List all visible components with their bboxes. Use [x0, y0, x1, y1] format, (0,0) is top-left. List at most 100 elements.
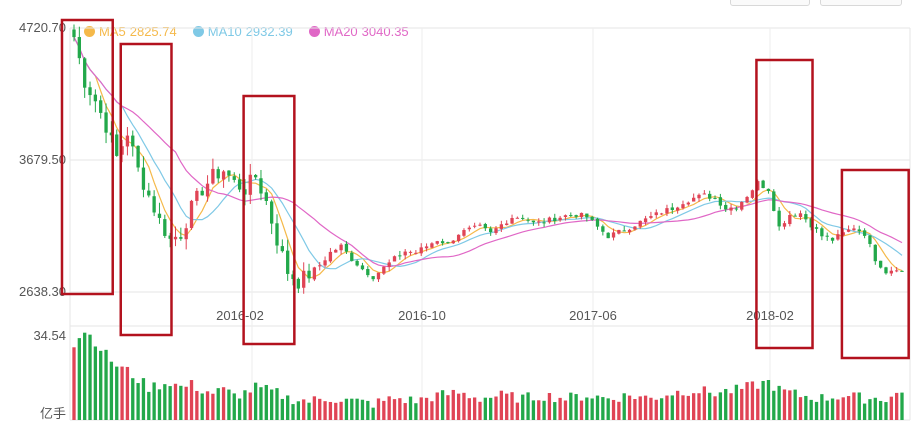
volume-bar	[793, 389, 797, 420]
candle-body	[510, 217, 514, 224]
candle-body	[841, 232, 845, 236]
candle-body	[259, 178, 263, 194]
candle-body	[873, 244, 877, 262]
candle-body	[216, 169, 220, 179]
candle-body	[563, 215, 568, 218]
candle-body	[286, 250, 290, 274]
candle-body	[109, 132, 114, 136]
volume-bar	[163, 384, 167, 420]
volume-bar	[291, 404, 295, 420]
candle-body	[467, 227, 471, 230]
volume-bar	[173, 383, 178, 420]
candle-body	[804, 214, 808, 220]
candle-body	[478, 224, 482, 226]
volume-bar	[200, 393, 204, 420]
volume-bar	[403, 403, 407, 420]
volume-bar	[670, 395, 674, 420]
candle-body	[836, 234, 840, 240]
volume-bar	[675, 390, 680, 420]
candle-body	[414, 252, 418, 254]
highlight-box	[119, 42, 173, 337]
volume-bar	[601, 397, 605, 420]
volume-bar	[734, 384, 739, 420]
candle-body	[825, 235, 829, 237]
candle-body	[569, 215, 573, 217]
candle-body	[734, 208, 739, 210]
volume-bars	[72, 332, 904, 420]
volume-bar	[745, 382, 749, 420]
candle-body	[643, 218, 648, 223]
volume-bar	[814, 401, 819, 420]
candle-body	[440, 241, 445, 244]
candle-body	[99, 100, 103, 113]
volume-bar	[141, 378, 146, 420]
candle-body	[531, 220, 536, 223]
candle-body	[547, 217, 552, 223]
volume-bar	[852, 392, 856, 420]
volume-bar	[467, 398, 471, 420]
top-toolbar-button-1[interactable]	[730, 0, 810, 6]
candle-body	[77, 37, 81, 59]
volume-bar	[168, 386, 172, 420]
volume-bar	[179, 385, 183, 420]
volume-bar	[846, 396, 851, 420]
volume-bar	[115, 366, 119, 420]
volume-bar	[574, 394, 578, 420]
candle-body	[350, 252, 354, 261]
candle-body	[371, 276, 375, 280]
top-toolbar-button-2[interactable]	[820, 0, 902, 6]
volume-bar	[248, 392, 252, 420]
volume-bar	[702, 386, 707, 420]
candle-body	[93, 94, 98, 102]
volume-bar	[579, 400, 584, 420]
candle-body	[456, 234, 461, 242]
volume-bar	[627, 395, 632, 420]
volume-bar	[253, 382, 258, 420]
candle-body	[675, 207, 680, 211]
candle-body	[334, 249, 338, 253]
candle-body	[275, 223, 279, 246]
volume-bar	[157, 389, 162, 420]
candle-body	[419, 247, 423, 254]
candle-body	[558, 217, 562, 221]
volume-bar	[537, 400, 541, 420]
volume-bar	[387, 396, 391, 420]
volume-bar	[638, 396, 642, 420]
candle-body	[740, 201, 744, 210]
candle-body	[173, 236, 178, 240]
candle-body	[489, 228, 493, 233]
volume-bar	[510, 392, 514, 420]
volume-bar	[280, 398, 284, 420]
volume-bar	[83, 332, 87, 420]
candle-body	[147, 190, 151, 196]
highlight-boxes	[60, 18, 910, 360]
volume-bar	[659, 398, 664, 420]
volume-bar	[350, 398, 354, 420]
candle-body	[189, 200, 194, 229]
volume-bar	[72, 347, 76, 420]
volume-bar	[408, 396, 413, 420]
candle-body	[408, 251, 413, 253]
candle-body	[446, 242, 450, 244]
candle-body	[462, 230, 466, 236]
candle-body	[606, 232, 610, 239]
y-axis-min-label: 2638.30	[19, 284, 66, 299]
volume-bar	[318, 398, 322, 420]
candle-body	[718, 197, 723, 206]
candle-body	[585, 213, 589, 218]
volume-bar	[360, 399, 365, 420]
volume-bar	[232, 393, 236, 420]
candle-body	[339, 244, 343, 251]
volume-bar	[590, 398, 594, 420]
volume-bar	[451, 389, 455, 420]
volume-bar	[424, 397, 429, 420]
volume-bar	[718, 392, 723, 420]
volume-bar	[878, 400, 883, 420]
volume-bar	[344, 398, 349, 420]
candle-body	[553, 217, 557, 222]
volume-bar	[456, 393, 461, 420]
volume-bar	[681, 395, 685, 420]
volume-bar	[147, 391, 151, 420]
volume-bar	[772, 390, 776, 420]
